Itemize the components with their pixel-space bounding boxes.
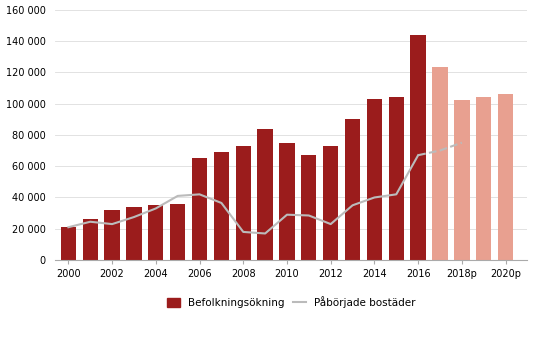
Bar <box>454 100 470 260</box>
Bar <box>61 227 76 260</box>
Bar <box>257 129 273 260</box>
Bar <box>170 204 185 260</box>
Bar <box>236 146 251 260</box>
Bar <box>476 97 491 260</box>
Bar <box>367 99 382 260</box>
Bar <box>323 146 338 260</box>
Bar <box>104 210 120 260</box>
Bar <box>432 68 448 260</box>
Bar <box>389 97 404 260</box>
Legend: Befolkningsökning, Påbörjade bostäder: Befolkningsökning, Påbörjade bostäder <box>165 294 417 310</box>
Bar <box>148 204 164 260</box>
Bar <box>214 152 229 260</box>
Bar <box>126 207 142 260</box>
Bar <box>410 35 426 260</box>
Bar <box>301 155 317 260</box>
Bar <box>192 158 207 260</box>
Bar <box>345 119 360 260</box>
Bar <box>279 143 295 260</box>
Bar <box>498 94 513 260</box>
Bar <box>83 219 98 260</box>
